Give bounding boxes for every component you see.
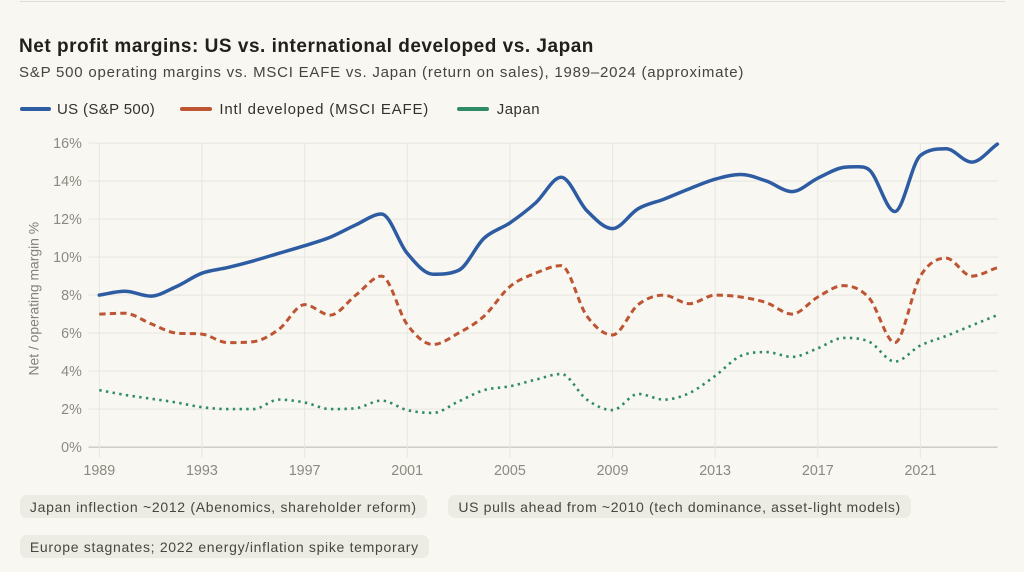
svg-text:8%: 8% [61,288,82,304]
svg-text:2005: 2005 [494,463,526,479]
svg-text:Net / operating margin %: Net / operating margin % [26,222,42,376]
svg-text:2021: 2021 [904,463,936,479]
svg-text:12%: 12% [53,212,82,228]
svg-text:10%: 10% [53,250,82,266]
svg-text:16%: 16% [53,136,82,152]
svg-text:2017: 2017 [802,463,834,479]
svg-text:2009: 2009 [597,463,629,479]
svg-text:2001: 2001 [391,463,423,479]
svg-text:1989: 1989 [83,463,115,479]
svg-text:6%: 6% [61,326,82,342]
svg-text:2013: 2013 [699,463,731,479]
svg-text:1993: 1993 [186,463,218,479]
svg-text:4%: 4% [61,364,82,380]
svg-text:14%: 14% [53,174,82,190]
svg-text:2%: 2% [61,402,82,418]
svg-text:0%: 0% [61,440,82,456]
svg-text:1997: 1997 [289,463,321,479]
